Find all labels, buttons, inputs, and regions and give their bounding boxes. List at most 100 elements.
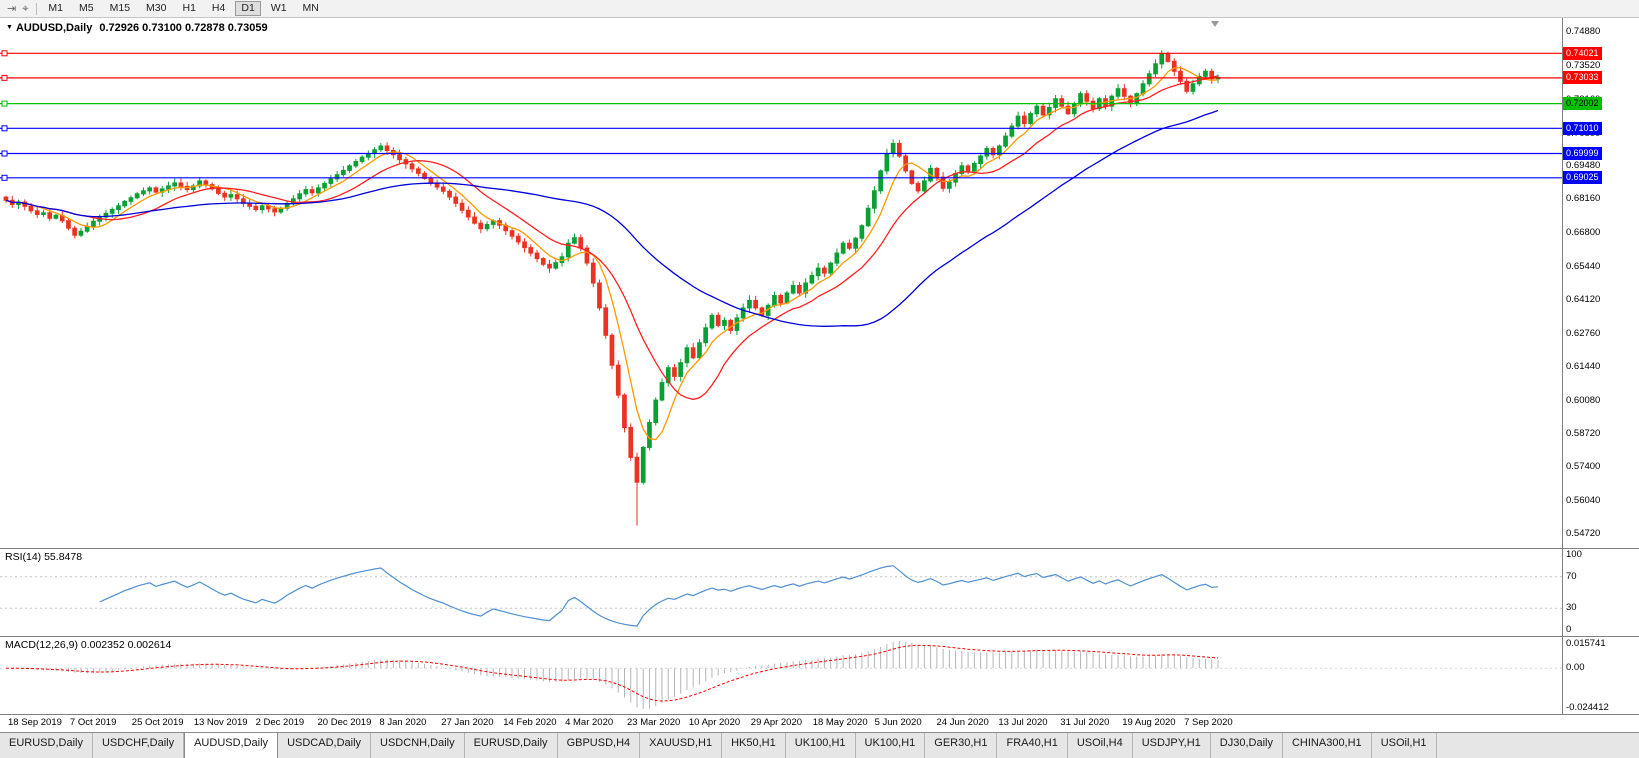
timeframe-button-h1[interactable]: H1 <box>182 2 196 14</box>
price-line-badge: 0.71010 <box>1563 121 1602 135</box>
line-handle[interactable] <box>1 50 8 57</box>
price-axis-label: 0.66800 <box>1566 227 1601 239</box>
chart-symbol: AUDUSD,Daily <box>15 22 93 34</box>
line-handle[interactable] <box>1 174 8 181</box>
macd-axis-label: 0.015741 <box>1566 638 1606 649</box>
chart-tab-usoil-h1[interactable]: USOil,H1 <box>1371 733 1437 758</box>
price-line-badge: 0.72002 <box>1563 97 1602 111</box>
price-axis-label: 0.57400 <box>1566 461 1601 473</box>
chart-tab-xauusd-h1[interactable]: XAUUSD,H1 <box>640 733 723 758</box>
rsi-label: RSI(14) 55.8478 <box>5 551 83 563</box>
chart-shift-marker[interactable] <box>1211 21 1219 27</box>
chart-tab-dj30-daily[interactable]: DJ30,Daily <box>1210 733 1283 758</box>
date-label: 29 Apr 2020 <box>750 717 803 728</box>
date-label: 13 Nov 2019 <box>193 717 248 728</box>
timeframe-button-m1[interactable]: M1 <box>48 2 64 14</box>
price-axis-label: 0.65440 <box>1566 261 1601 273</box>
price-line-badge: 0.69025 <box>1563 171 1602 185</box>
chart-tab-eurusd-daily[interactable]: EURUSD,Daily <box>464 733 558 758</box>
date-label: 13 Jul 2020 <box>998 717 1048 728</box>
price-axis-label: 0.64120 <box>1566 293 1601 305</box>
rsi-axis: 100 70 30 0 <box>1562 549 1639 636</box>
timeframe-button-mn[interactable]: MN <box>302 2 319 14</box>
chart-tab-audusd-daily[interactable]: AUDUSD,Daily <box>184 733 279 758</box>
timeframe-button-w1[interactable]: W1 <box>270 2 287 14</box>
chart-tab-usdjpy-h1[interactable]: USDJPY,H1 <box>1132 733 1211 758</box>
crosshair-icon[interactable]: ⌖ <box>22 2 29 15</box>
chart-dropdown-icon[interactable]: ▼ <box>6 24 13 31</box>
macd-axis: 0.015741 0.00 -0.024412 <box>1562 637 1639 714</box>
price-axis-label: 0.61440 <box>1566 360 1601 372</box>
macd-histogram <box>11 641 1219 709</box>
date-label: 19 Aug 2020 <box>1122 717 1176 728</box>
date-label: 5 Jun 2020 <box>874 717 922 728</box>
chart-tab-uk100-h1[interactable]: UK100,H1 <box>855 733 926 758</box>
moving-average-6 <box>5 66 1219 441</box>
timeframe-button-m15[interactable]: M15 <box>109 2 131 14</box>
date-label: 10 Apr 2020 <box>688 717 741 728</box>
rsi-chart-svg[interactable] <box>0 549 1562 636</box>
macd-label: MACD(12,26,9) 0.002352 0.002614 <box>5 639 172 651</box>
chart-tab-fra40-h1[interactable]: FRA40,H1 <box>997 733 1068 758</box>
price-axis: 0.748800.735200.721600.708000.694800.681… <box>1562 18 1639 548</box>
chart-tab-gbpusd-h4[interactable]: GBPUSD,H4 <box>557 733 641 758</box>
timeframe-toolbar: ⇥ ⌖ M1 M5 M15 M30 H1 H4 D1 W1 MN <box>0 0 1639 18</box>
moving-average-45 <box>5 109 1219 327</box>
price-chart-svg[interactable] <box>0 18 1562 548</box>
timeframe-button-m30[interactable]: M30 <box>146 2 167 14</box>
date-label: 2 Dec 2019 <box>255 717 305 728</box>
price-axis-label: 0.68160 <box>1566 193 1601 205</box>
timeframe-button-m5[interactable]: M5 <box>79 2 94 14</box>
macd-chart-svg[interactable] <box>0 637 1562 714</box>
price-axis-label: 0.73520 <box>1566 59 1601 71</box>
chart-tab-usdchf-daily[interactable]: USDCHF,Daily <box>92 733 185 758</box>
price-line-badge: 0.73033 <box>1563 71 1602 85</box>
chart-tab-bar: EURUSD,Daily USDCHF,Daily AUDUSD,Daily USDC… <box>0 732 1639 758</box>
macd-axis-label: 0.00 <box>1566 662 1585 674</box>
date-label: 24 Jun 2020 <box>936 717 989 728</box>
rsi-pane: 100 70 30 0 RSI(14) 55.8478 <box>0 548 1639 636</box>
price-line-badge: 0.74021 <box>1563 46 1602 60</box>
price-axis-label: 0.69480 <box>1566 160 1601 172</box>
date-label: 25 Oct 2019 <box>131 717 184 728</box>
toolbar-separator <box>36 2 38 15</box>
date-axis: 18 Sep 2019 7 Oct 2019 25 Oct 2019 13 Nov 2… <box>0 714 1639 732</box>
date-label: 8 Jan 2020 <box>379 717 427 728</box>
timeframe-buttons: M1 M5 M15 M30 H1 H4 D1 W1 MN <box>42 1 324 16</box>
date-label: 31 Jul 2020 <box>1060 717 1110 728</box>
rsi-axis-label: 70 <box>1566 570 1577 582</box>
chart-tab-china300-h1[interactable]: CHINA300,H1 <box>1282 733 1372 758</box>
price-line-badge: 0.69999 <box>1563 147 1602 160</box>
date-label: 18 Sep 2019 <box>8 717 62 728</box>
price-axis-label: 0.56040 <box>1566 495 1601 507</box>
date-label: 4 Mar 2020 <box>565 717 614 728</box>
rsi-axis-label: 30 <box>1566 602 1577 614</box>
chart-tab-usoil-h4[interactable]: USOil,H4 <box>1067 733 1133 758</box>
chart-tab-usdcnh-daily[interactable]: USDCNH,Daily <box>371 733 465 758</box>
date-label: 14 Feb 2020 <box>503 717 557 728</box>
timeframe-button-h4[interactable]: H4 <box>211 2 226 14</box>
date-label: 18 May 2020 <box>812 717 868 728</box>
date-label: 23 Mar 2020 <box>627 717 681 728</box>
rsi-axis-label: 0 <box>1566 624 1572 635</box>
chart-shift-icon[interactable]: ⇥ <box>7 2 17 15</box>
line-handle[interactable] <box>1 125 8 132</box>
macd-signal-line <box>6 644 1219 702</box>
line-handle[interactable] <box>1 150 8 157</box>
chart-tab-hk50-h1[interactable]: HK50,H1 <box>722 733 786 758</box>
line-handle[interactable] <box>1 100 8 107</box>
line-handle[interactable] <box>1 74 8 81</box>
macd-axis-label: -0.024412 <box>1566 702 1609 713</box>
timeframe-button-d1[interactable]: D1 <box>235 1 261 16</box>
chart-tab-ger30-h1[interactable]: GER30,H1 <box>925 733 998 758</box>
chart-ohlc-values: 0.72926 0.73100 0.72878 0.73059 <box>99 22 268 34</box>
date-label: 7 Oct 2019 <box>69 717 117 728</box>
price-axis-label: 0.60080 <box>1566 394 1601 406</box>
date-label: 20 Dec 2019 <box>317 717 372 728</box>
moving-average-14 <box>5 75 1219 401</box>
price-axis-label: 0.54720 <box>1566 528 1601 540</box>
chart-tab-usdcad-daily[interactable]: USDCAD,Daily <box>278 733 372 758</box>
chart-tab-eurusd-daily[interactable]: EURUSD,Daily <box>0 733 93 758</box>
chart-tab-uk100-h1[interactable]: UK100,H1 <box>785 733 856 758</box>
